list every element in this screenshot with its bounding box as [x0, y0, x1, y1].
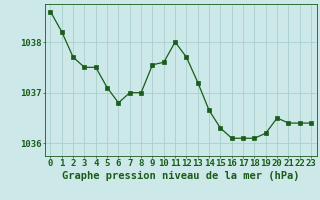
- X-axis label: Graphe pression niveau de la mer (hPa): Graphe pression niveau de la mer (hPa): [62, 171, 300, 181]
